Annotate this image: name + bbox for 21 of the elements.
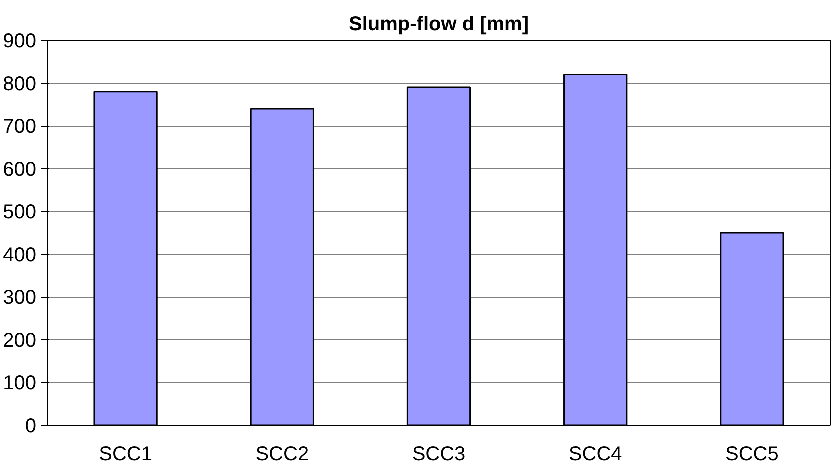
- y-tick-label: 200: [3, 330, 37, 352]
- y-tick-label: 400: [3, 244, 37, 266]
- bar: [564, 74, 628, 426]
- bar: [94, 91, 158, 426]
- x-tick-label: SCC3: [412, 444, 466, 466]
- y-tick-label: 100: [3, 372, 37, 395]
- bar: [250, 108, 314, 426]
- bar: [720, 232, 784, 426]
- y-tick-label: 300: [3, 287, 37, 310]
- y-tick-label: 700: [3, 116, 37, 138]
- x-tick-label: SCC1: [99, 444, 152, 466]
- y-tick-label: 800: [3, 73, 37, 96]
- chart-title: Slump-flow d [mm]: [349, 14, 529, 36]
- y-tick-label: 900: [3, 30, 37, 52]
- y-tick-label: 500: [3, 202, 37, 224]
- x-tick-label: SCC2: [256, 444, 310, 466]
- bar: [406, 86, 472, 426]
- x-tick-label: SCC4: [568, 444, 622, 466]
- y-tick-label: 600: [3, 158, 37, 181]
- x-tick-label: SCC5: [726, 444, 779, 466]
- y-tick-label: 0: [25, 416, 36, 438]
